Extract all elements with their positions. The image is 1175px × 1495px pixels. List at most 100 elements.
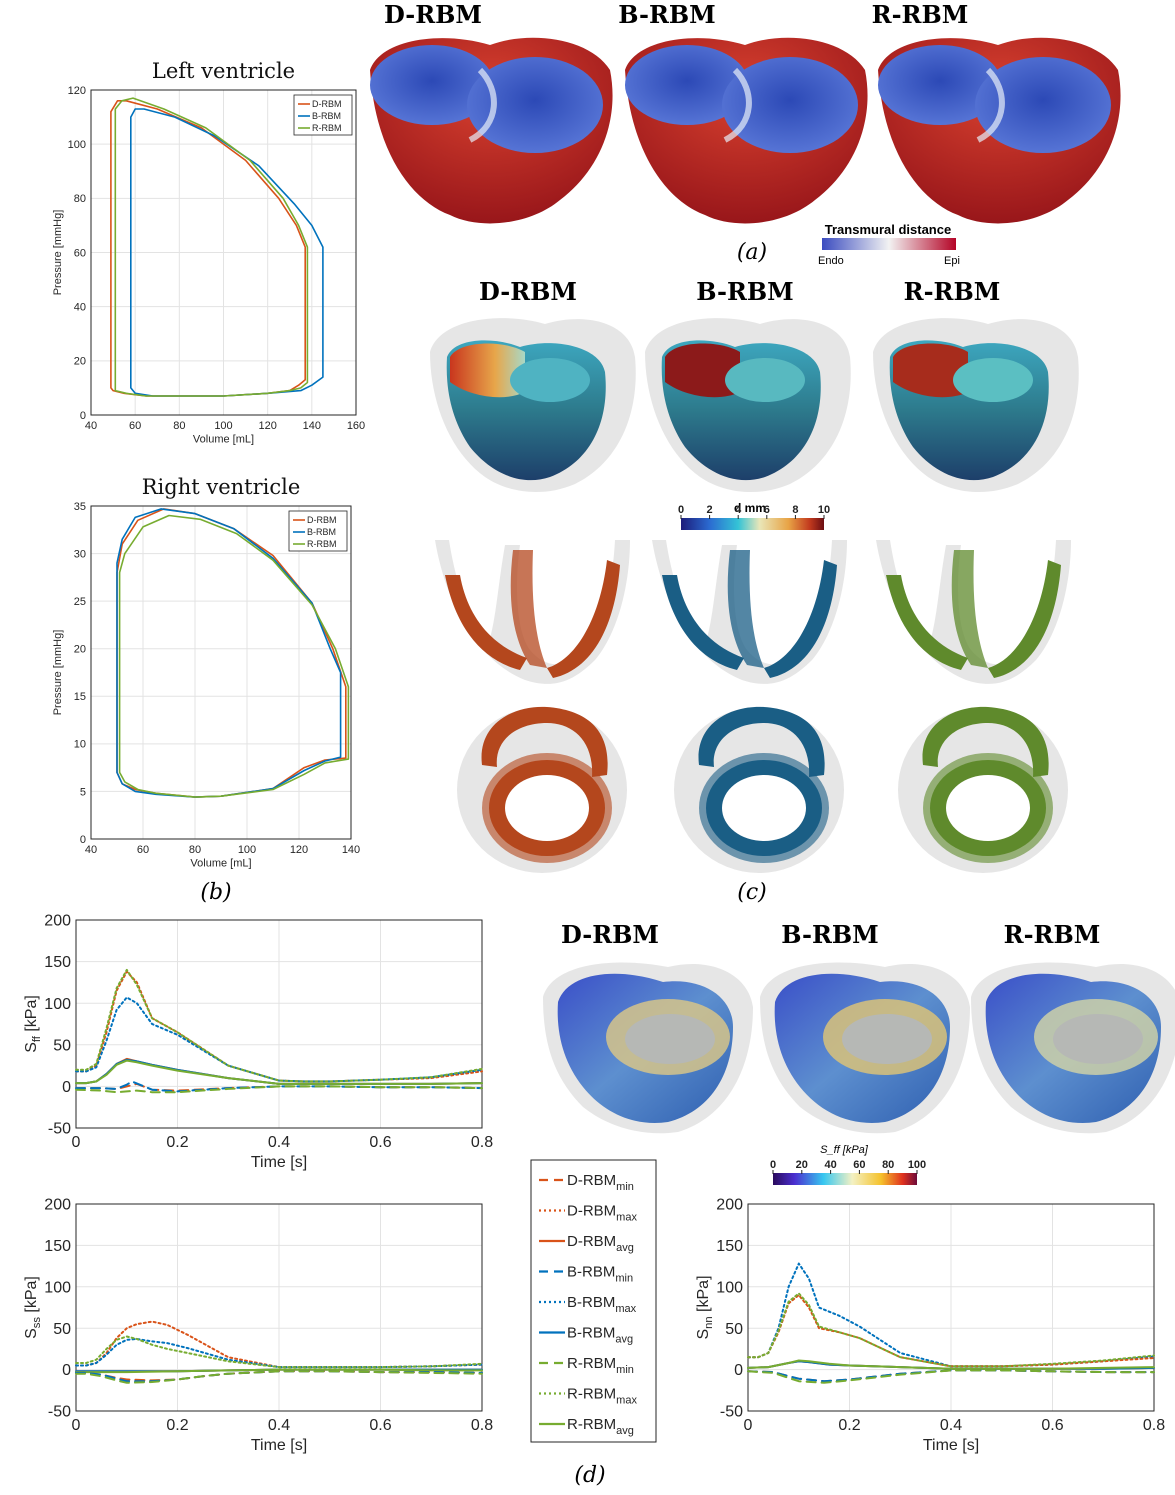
legend-label-r: R-RBM: [307, 539, 337, 549]
displacement-colorbar-title: d mm: [734, 501, 766, 515]
legend-entry-label: B-RBMmax: [567, 1294, 637, 1315]
legend-entry-label: B-RBMmin: [567, 1264, 633, 1285]
colorbar-tick-label: 0: [678, 504, 684, 516]
stress-heart-d: [543, 962, 753, 1134]
colorbar-tick-label: 80: [882, 1159, 894, 1171]
y-axis-label: Sff [kPa]: [23, 995, 43, 1053]
long-axis-slice-d: [435, 540, 630, 684]
x-tick-label: 60: [129, 420, 141, 432]
series-line-r: [118, 514, 350, 798]
x-tick-label: 80: [173, 420, 185, 432]
long-axis-slice-b: [652, 540, 847, 684]
short-axis-slice-d: [457, 706, 627, 873]
long-axis-rv-wall: [547, 560, 620, 678]
y-axis-label: Sss [kPa]: [23, 1276, 43, 1339]
stress-heart-r: [971, 962, 1175, 1134]
x-tick-label: 0: [744, 1417, 753, 1434]
series-line-r-solid: [747, 1359, 1155, 1370]
short-axis-lv-cavity: [722, 775, 806, 841]
long-axis-lv-wall: [445, 575, 527, 670]
y-tick-label: -50: [48, 1121, 71, 1138]
x-tick-label: 0.4: [940, 1417, 962, 1434]
plot-frame: [75, 1203, 483, 1412]
y-axis-label: Pressure [mmHg]: [52, 210, 64, 296]
stress-heart-b: [760, 962, 970, 1134]
legend-entry-label: R-RBMavg: [567, 1416, 634, 1437]
y-tick-label: 35: [74, 501, 86, 513]
x-tick-label: 0.2: [166, 1417, 188, 1434]
chart-title: Left ventricle: [152, 59, 295, 83]
y-axis-label: Pressure [mmHg]: [52, 630, 64, 716]
panel-c-title-r: R-RBM: [904, 277, 1001, 306]
x-tick-label: 80: [189, 844, 201, 856]
long-axis-septum: [510, 550, 547, 668]
panel-a: D-RBM B-RBM R-RBM (a) Transmural distanc…: [370, 0, 1121, 267]
x-tick-label: 0.6: [369, 1417, 391, 1434]
colorbar-tick-label: 6: [764, 504, 770, 516]
series-line-r-solid: [75, 1368, 483, 1374]
colorbar-tick-label: 60: [853, 1159, 865, 1171]
colorbar-tick-label: 8: [792, 504, 798, 516]
series-line-b-dash: [75, 1080, 483, 1093]
colorbar-tick-label: 2: [707, 504, 713, 516]
stress-colorbar-title: S_ff [kPa]: [820, 1144, 869, 1156]
panel-c-title-b: B-RBM: [696, 277, 794, 306]
short-axis-slice-b: [674, 706, 844, 873]
y-tick-label: 25: [74, 596, 86, 608]
lv-pv-loop-chart: 40 60 80 100 120 140 160 0 20 40 60 80 100 120 Volume …: [52, 59, 365, 445]
series-line-r-dot: [75, 968, 483, 1083]
x-tick-label: 40: [85, 844, 97, 856]
long-axis-rv-wall: [988, 560, 1061, 678]
x-axis-label: Volume [mL]: [190, 857, 251, 869]
y-tick-label: 0: [80, 410, 86, 422]
panel-c: D-RBM B-RBM R-RBM d mm 0 2 4 6 8 10 (c): [430, 277, 1079, 905]
x-tick-label: 40: [85, 420, 97, 432]
displacement-heart-b: [645, 318, 851, 493]
x-tick-label: 0.8: [1143, 1417, 1165, 1434]
displacement-colorbar: [681, 518, 824, 530]
x-tick-label: 0.4: [268, 1417, 290, 1434]
y-tick-label: 0: [62, 1362, 71, 1379]
panel-b-label: (b): [200, 880, 231, 905]
x-tick-label: 0.8: [471, 1417, 493, 1434]
long-axis-septum: [951, 550, 988, 668]
heart-mesh-b: [625, 37, 868, 224]
heart-mesh-d: [370, 37, 613, 224]
x-tick-label: 0.6: [369, 1134, 391, 1151]
y-tick-label: 30: [74, 548, 86, 560]
displacement-colorbar-ticks: 0 2 4 6 8 10: [678, 504, 830, 519]
panel-a-title-d: D-RBM: [384, 0, 482, 29]
panel-c-label: (c): [737, 880, 767, 905]
legend-entry-label: D-RBMavg: [567, 1233, 634, 1254]
heart-mesh-r: [878, 37, 1121, 224]
plot-frame: [747, 1203, 1155, 1412]
panel-d-title-b: B-RBM: [781, 920, 879, 949]
series-line-r-dash: [747, 1369, 1155, 1384]
y-tick-label: 120: [68, 85, 86, 97]
y-tick-label: 10: [74, 739, 86, 751]
short-axis-rv-wall: [481, 706, 608, 777]
y-tick-label: 150: [44, 1238, 71, 1255]
y-tick-label: 200: [44, 913, 71, 930]
x-tick-label: 100: [238, 844, 256, 856]
x-axis-label: Time [s]: [251, 1437, 307, 1454]
panel-a-title-b: B-RBM: [618, 0, 716, 29]
legend-label-b: B-RBM: [307, 527, 336, 537]
y-tick-label: 200: [716, 1197, 743, 1214]
y-tick-label: 100: [68, 139, 86, 151]
x-tick-label: 100: [214, 420, 232, 432]
y-tick-label: 150: [44, 954, 71, 971]
long-axis-lv-wall: [662, 575, 744, 670]
y-tick-label: 20: [74, 356, 86, 368]
panel-a-label: (a): [737, 240, 767, 265]
panel-c-title-d: D-RBM: [479, 277, 577, 306]
y-tick-label: 15: [74, 691, 86, 703]
y-tick-label: 60: [74, 247, 86, 259]
colorbar-tick-label: 10: [818, 504, 830, 516]
x-tick-label: 60: [137, 844, 149, 856]
x-axis-label: Volume [mL]: [193, 433, 254, 445]
series-line-r-dot: [747, 1292, 1155, 1368]
